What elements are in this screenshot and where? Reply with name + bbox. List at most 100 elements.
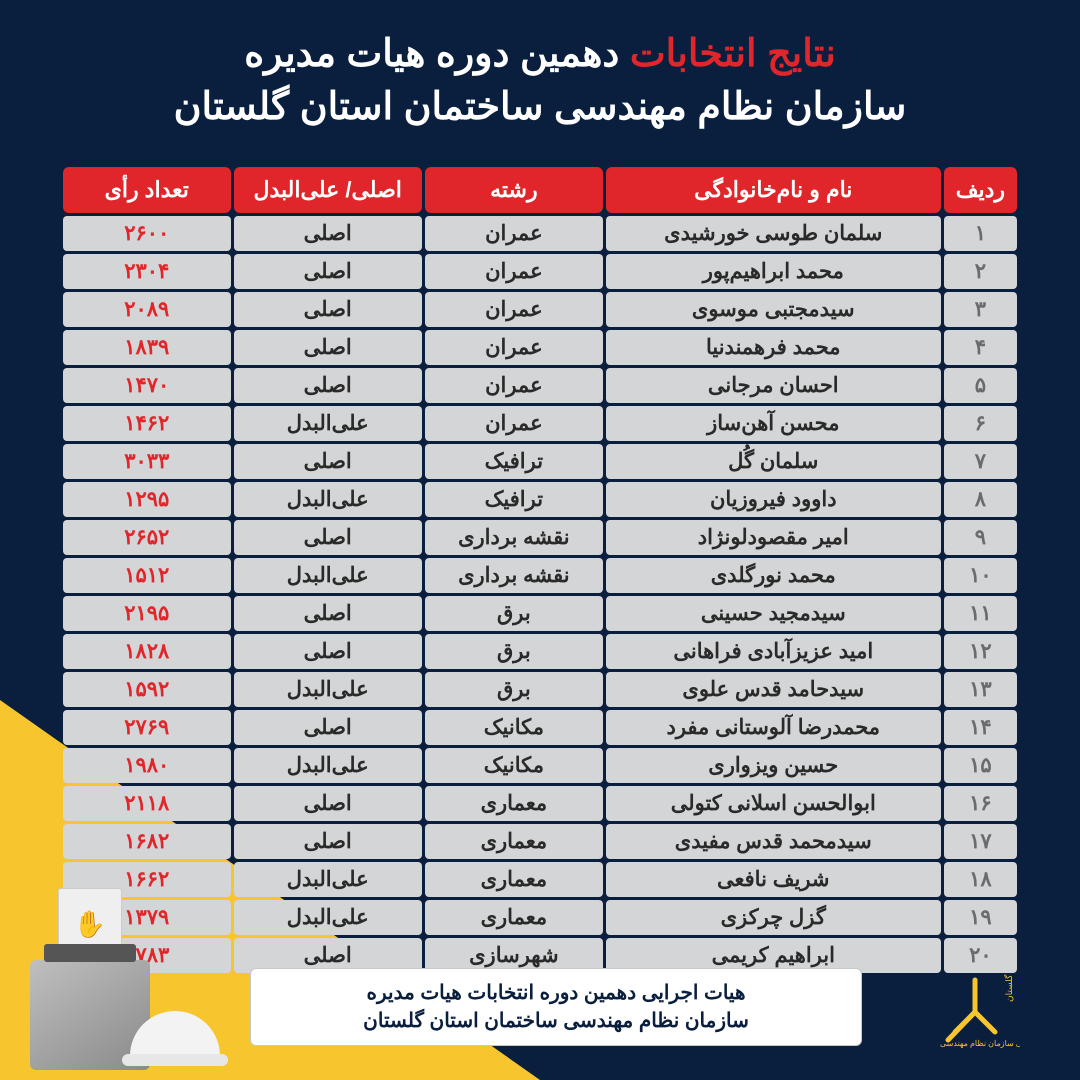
cell-name: گزل چرکزی [606, 900, 941, 935]
cell-field: معماری [425, 862, 603, 897]
cell-field: ترافیک [425, 444, 603, 479]
cell-name: محمد ابراهیم‌پور [606, 254, 941, 289]
table-row: ۳ سیدمجتبی موسوی عمران اصلی ۲۰۸۹ [63, 292, 1017, 327]
cell-status: اصلی [234, 216, 422, 251]
cell-field: عمران [425, 216, 603, 251]
cell-rank: ۶ [944, 406, 1017, 441]
cell-votes: ۳۰۳۳ [63, 444, 231, 479]
cell-name: محمدرضا آلوستانی مفرد [606, 710, 941, 745]
table-row: ۱۲ امید عزیزآبادی فراهانی برق اصلی ۱۸۲۸ [63, 634, 1017, 669]
ballot-illustration: ✋ [30, 960, 150, 1070]
cell-rank: ۱۱ [944, 596, 1017, 631]
cell-votes: ۲۳۰۴ [63, 254, 231, 289]
table-row: ۱۶ ابوالحسن اسلانی کتولی معماری اصلی ۲۱۱… [63, 786, 1017, 821]
table-row: ۶ محسن آهن‌ساز عمران علی‌البدل ۱۴۶۲ [63, 406, 1017, 441]
cell-rank: ۳ [944, 292, 1017, 327]
cell-status: علی‌البدل [234, 406, 422, 441]
cell-field: عمران [425, 368, 603, 403]
col-rank: ردیف [944, 167, 1017, 213]
cell-name: ابوالحسن اسلانی کتولی [606, 786, 941, 821]
title-rest: دهمین دوره هیات مدیره [244, 33, 630, 75]
title-line-1: نتایج انتخابات دهمین دوره هیات مدیره [40, 28, 1040, 81]
cell-votes: ۱۵۹۲ [63, 672, 231, 707]
cell-votes: ۱۹۸۰ [63, 748, 231, 783]
cell-votes: ۱۸۲۸ [63, 634, 231, 669]
cell-votes: ۲۱۹۵ [63, 596, 231, 631]
table-row: ۱۵ حسین ویزواری مکانیک علی‌البدل ۱۹۸۰ [63, 748, 1017, 783]
cell-name: محمد نورگلدی [606, 558, 941, 593]
cell-rank: ۱۴ [944, 710, 1017, 745]
table-row: ۵ احسان مرجانی عمران اصلی ۱۴۷۰ [63, 368, 1017, 403]
cell-votes: ۱۴۷۰ [63, 368, 231, 403]
col-field: رشته [425, 167, 603, 213]
cell-name: شریف نافعی [606, 862, 941, 897]
table-row: ۲ محمد ابراهیم‌پور عمران اصلی ۲۳۰۴ [63, 254, 1017, 289]
cell-name: امیر مقصودلونژاد [606, 520, 941, 555]
cell-field: معماری [425, 786, 603, 821]
table-row: ۷ سلمان گُل ترافیک اصلی ۳۰۳۳ [63, 444, 1017, 479]
cell-status: اصلی [234, 596, 422, 631]
cell-name: سیدمجید حسینی [606, 596, 941, 631]
cell-rank: ۱۵ [944, 748, 1017, 783]
results-table-wrap: ردیف نام و نام‌خانوادگی رشته اصلی/ علی‌ا… [60, 164, 1020, 976]
svg-text:روابط عمومی سازمان نظام مهندسی: روابط عمومی سازمان نظام مهندسی [940, 1039, 1020, 1048]
cell-status: اصلی [234, 824, 422, 859]
cell-field: برق [425, 672, 603, 707]
cell-votes: ۱۴۶۲ [63, 406, 231, 441]
cell-rank: ۴ [944, 330, 1017, 365]
cell-name: حسین ویزواری [606, 748, 941, 783]
cell-status: اصلی [234, 368, 422, 403]
cell-rank: ۱۸ [944, 862, 1017, 897]
cell-name: سلمان گُل [606, 444, 941, 479]
cell-rank: ۱۷ [944, 824, 1017, 859]
table-row: ۴ محمد فرهمندنیا عمران اصلی ۱۸۳۹ [63, 330, 1017, 365]
cell-field: عمران [425, 292, 603, 327]
cell-status: اصلی [234, 254, 422, 289]
cell-status: اصلی [234, 786, 422, 821]
cell-name: داوود فیروزیان [606, 482, 941, 517]
cell-field: ترافیک [425, 482, 603, 517]
cell-rank: ۵ [944, 368, 1017, 403]
cell-rank: ۱۲ [944, 634, 1017, 669]
cell-status: علی‌البدل [234, 748, 422, 783]
cell-name: امید عزیزآبادی فراهانی [606, 634, 941, 669]
footer-bar: هیات اجرایی دهمین دوره انتخابات هیات مدی… [250, 968, 862, 1046]
cell-status: اصلی [234, 520, 422, 555]
table-row: ۸ داوود فیروزیان ترافیک علی‌البدل ۱۲۹۵ [63, 482, 1017, 517]
cell-votes: ۱۵۱۲ [63, 558, 231, 593]
cell-field: نقشه برداری [425, 520, 603, 555]
cell-name: احسان مرجانی [606, 368, 941, 403]
footer-line-1: هیات اجرایی دهمین دوره انتخابات هیات مدی… [275, 979, 837, 1007]
table-row: ۱۳ سیدحامد قدس علوی برق علی‌البدل ۱۵۹۲ [63, 672, 1017, 707]
cell-votes: ۲۱۱۸ [63, 786, 231, 821]
table-row: ۱۸ شریف نافعی معماری علی‌البدل ۱۶۶۲ [63, 862, 1017, 897]
cell-votes: ۱۶۸۲ [63, 824, 231, 859]
cell-field: برق [425, 634, 603, 669]
cell-name: سیدمجتبی موسوی [606, 292, 941, 327]
cell-name: محسن آهن‌ساز [606, 406, 941, 441]
cell-field: برق [425, 596, 603, 631]
cell-rank: ۷ [944, 444, 1017, 479]
cell-name: سیدمحمد قدس مفیدی [606, 824, 941, 859]
cell-field: عمران [425, 330, 603, 365]
cell-field: مکانیک [425, 748, 603, 783]
cell-status: اصلی [234, 330, 422, 365]
table-row: ۱۹ گزل چرکزی معماری علی‌البدل ۱۳۷۹ [63, 900, 1017, 935]
cell-votes: ۲۶۰۰ [63, 216, 231, 251]
footer-line-2: سازمان نظام مهندسی ساختمان استان گلستان [275, 1007, 837, 1035]
cell-field: عمران [425, 254, 603, 289]
cell-rank: ۱۰ [944, 558, 1017, 593]
cell-votes: ۲۰۸۹ [63, 292, 231, 327]
cell-name: سیدحامد قدس علوی [606, 672, 941, 707]
results-table: ردیف نام و نام‌خانوادگی رشته اصلی/ علی‌ا… [60, 164, 1020, 976]
cell-status: اصلی [234, 710, 422, 745]
cell-field: معماری [425, 900, 603, 935]
cell-votes: ۱۲۹۵ [63, 482, 231, 517]
cell-name: محمد فرهمندنیا [606, 330, 941, 365]
cell-rank: ۱۶ [944, 786, 1017, 821]
col-name: نام و نام‌خانوادگی [606, 167, 941, 213]
cell-rank: ۸ [944, 482, 1017, 517]
cell-rank: ۱۹ [944, 900, 1017, 935]
cell-votes: ۲۶۵۲ [63, 520, 231, 555]
table-row: ۱۷ سیدمحمد قدس مفیدی معماری اصلی ۱۶۸۲ [63, 824, 1017, 859]
